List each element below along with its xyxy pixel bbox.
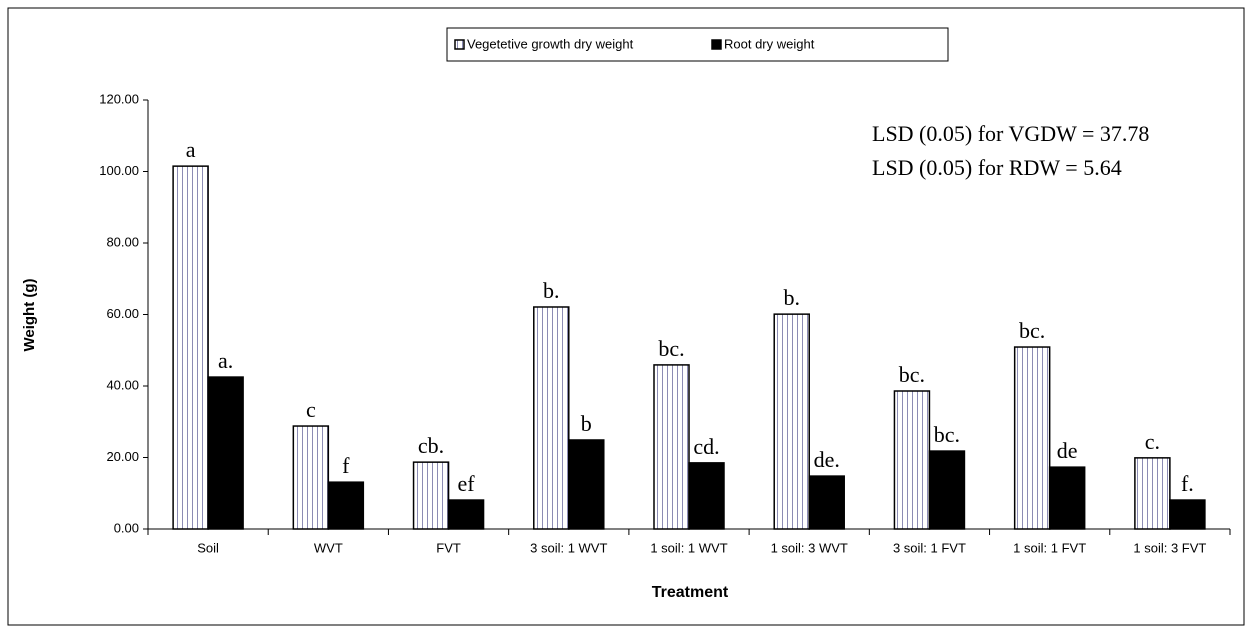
legend-box — [446, 27, 949, 62]
bar-letter: c. — [1145, 429, 1160, 454]
bar-letter: ef — [458, 471, 476, 496]
bar-letter: f. — [1181, 471, 1194, 496]
x-axis-label: Treatment — [652, 584, 729, 601]
bar — [1048, 466, 1086, 530]
x-tick-label: 1 soil: 1 WVT — [650, 540, 727, 555]
bar — [412, 461, 450, 530]
x-tick-label: 1 soil: 3 WVT — [771, 540, 848, 555]
bar-letter: b. — [783, 285, 800, 310]
bar — [533, 306, 570, 530]
bar — [1134, 457, 1171, 530]
x-tick-label: FVT — [436, 540, 461, 555]
legend-swatch — [711, 39, 722, 50]
bar-letter: cb. — [418, 433, 444, 458]
bar-letter: cd. — [693, 434, 719, 459]
x-tick-label: 3 soil: 1 WVT — [530, 540, 607, 555]
bar — [327, 481, 365, 530]
bar — [893, 390, 931, 530]
y-tick-label: 60.00 — [106, 306, 139, 321]
bar — [292, 425, 330, 530]
annotation: LSD (0.05) for RDW = 5.64 — [872, 155, 1122, 180]
x-tick-label: Soil — [197, 540, 219, 555]
bar-letter: bc. — [658, 336, 684, 361]
y-tick-label: 120.00 — [99, 91, 139, 106]
bar — [688, 462, 725, 530]
bar-letter: de — [1057, 438, 1078, 463]
bar-letter: de. — [814, 447, 840, 472]
bar — [1169, 499, 1206, 530]
y-tick-label: 20.00 — [106, 449, 139, 464]
bar-letter: c — [306, 397, 316, 422]
chart-border — [7, 7, 1245, 626]
x-tick-label: 1 soil: 3 FVT — [1133, 540, 1206, 555]
y-tick-label: 80.00 — [106, 234, 139, 249]
bar-letter: b. — [543, 278, 560, 303]
y-axis-label: Weight (g) — [21, 278, 38, 351]
legend-label: Vegetetive growth dry weight — [467, 36, 634, 51]
bar-letter: f — [342, 453, 350, 478]
x-tick-label: 3 soil: 1 FVT — [893, 540, 966, 555]
y-tick-label: 0.00 — [114, 520, 139, 535]
y-tick-label: 40.00 — [106, 377, 139, 392]
x-tick-label: WVT — [314, 540, 343, 555]
bar — [928, 450, 966, 530]
bar — [653, 364, 690, 530]
bar — [447, 499, 485, 530]
bar-letter: b — [581, 411, 592, 436]
bar — [808, 475, 845, 530]
bar — [1013, 346, 1051, 530]
bar-letter: bc. — [934, 422, 960, 447]
annotation: LSD (0.05) for VGDW = 37.78 — [872, 121, 1149, 146]
bar — [172, 165, 209, 530]
y-tick-label: 100.00 — [99, 163, 139, 178]
bar-letter: bc. — [899, 362, 925, 387]
bar-letter: bc. — [1019, 318, 1045, 343]
bar-letter: a — [186, 137, 196, 162]
bar — [207, 376, 244, 530]
bar — [773, 313, 810, 530]
bar — [568, 439, 605, 530]
legend-swatch — [454, 39, 465, 50]
x-tick-label: 1 soil: 1 FVT — [1013, 540, 1086, 555]
bar-letter: a. — [218, 348, 233, 373]
legend-label: Root dry weight — [724, 36, 815, 51]
